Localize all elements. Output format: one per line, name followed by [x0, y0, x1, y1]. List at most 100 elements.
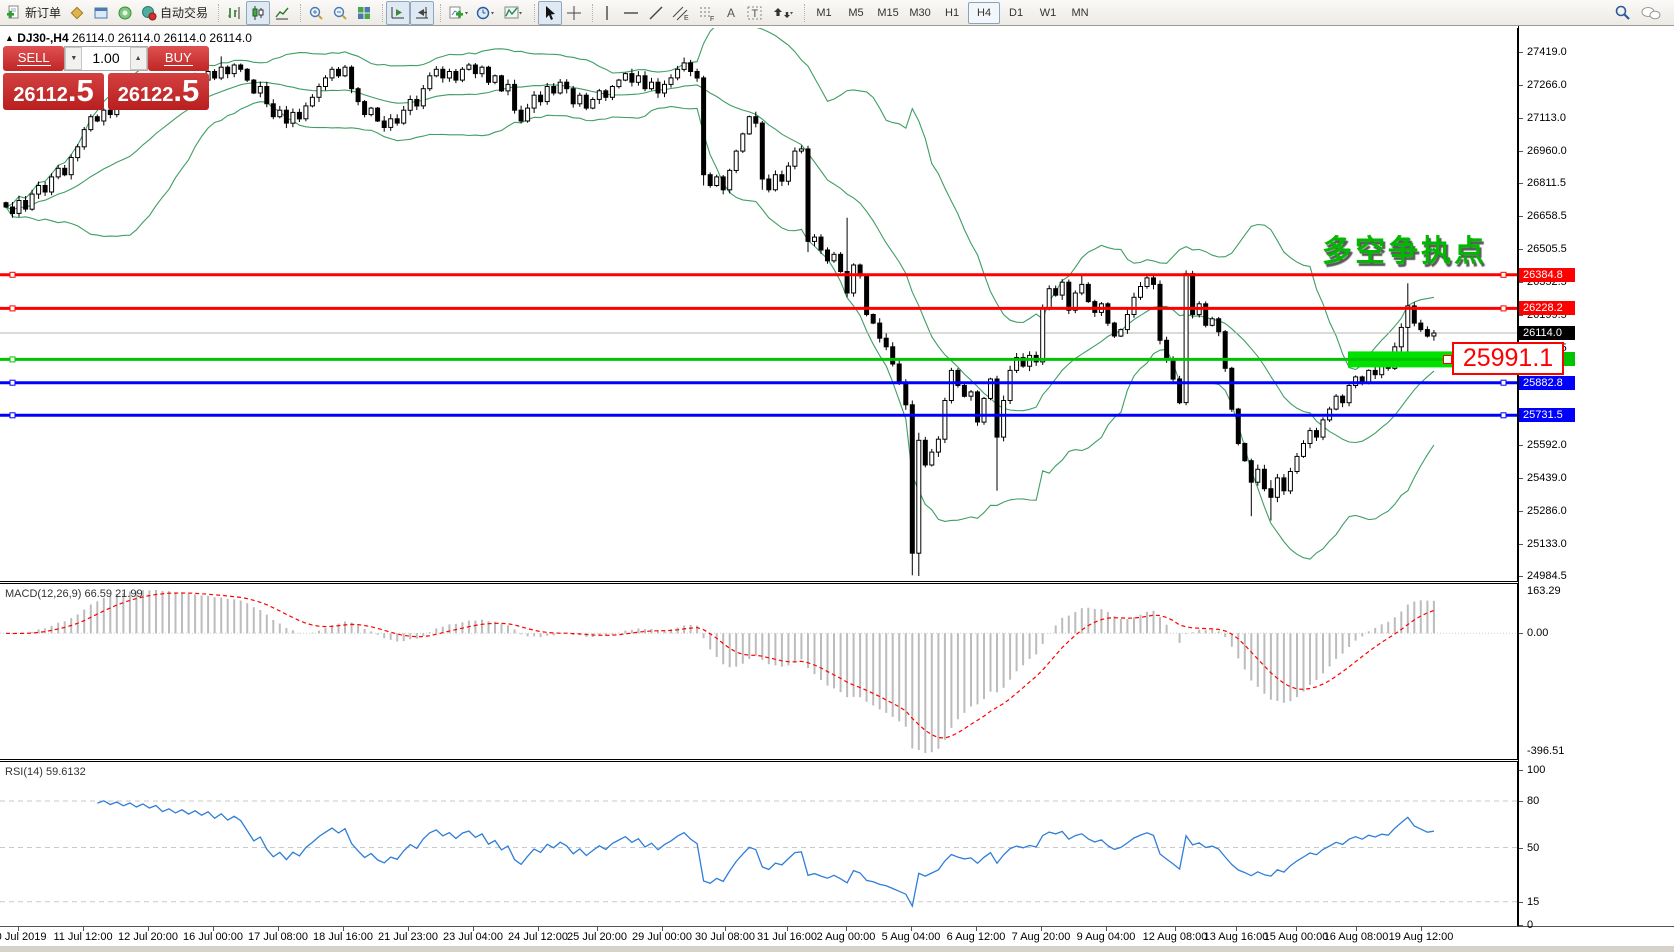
- timeframe-M1[interactable]: M1: [816, 6, 832, 19]
- time-axis[interactable]: 10 Jul 2019 11 Jul 12:00 12 Jul 20:00 16 Ju…: [0, 926, 1674, 946]
- timeframe-M5[interactable]: M5: [848, 6, 864, 19]
- chat-button[interactable]: [1636, 1, 1666, 25]
- horizontal-line-button[interactable]: [618, 1, 644, 25]
- line-chart-button[interactable]: [270, 1, 294, 25]
- price-tick-dash: [1519, 282, 1523, 283]
- pane-separator[interactable]: [0, 759, 1518, 762]
- time-label: 23 Jul 04:00: [443, 931, 503, 943]
- price-tick-dash: [1519, 216, 1523, 217]
- main-chart-pane[interactable]: [0, 28, 1518, 581]
- price-tick-dash: [1519, 544, 1523, 545]
- timeframe-M30[interactable]: M30: [909, 6, 931, 19]
- profiles-button[interactable]: [65, 1, 89, 25]
- text-label-icon: T: [747, 6, 762, 20]
- vertical-line-icon: [606, 5, 608, 20]
- clock-icon: [476, 6, 495, 19]
- timeframe-M15[interactable]: M15: [877, 6, 899, 19]
- arrows-button[interactable]: [768, 1, 798, 25]
- hline-handle[interactable]: [1500, 379, 1507, 386]
- chat-icon: [1641, 6, 1661, 19]
- volume-value[interactable]: 1.00: [92, 50, 120, 66]
- ohlc-readout: 26114.0 26114.0 26114.0 26114.0: [71, 31, 252, 45]
- hline-handle[interactable]: [1500, 305, 1507, 312]
- time-label: 16 Jul 00:00: [183, 931, 243, 943]
- macd-axis-min: -396.51: [1527, 745, 1565, 757]
- new-chart-button[interactable]: [444, 1, 472, 25]
- volume-increase-button[interactable]: ▲: [129, 47, 147, 70]
- zoom-out-button[interactable]: [328, 1, 352, 25]
- volume-decrease-button[interactable]: ▼: [65, 47, 83, 70]
- chart-title[interactable]: ▲ DJ30-,H4 26114.0 26114.0 26114.0 26114…: [5, 31, 252, 45]
- text-label-button[interactable]: T: [742, 1, 768, 25]
- sell-price[interactable]: 26112.5: [3, 73, 104, 110]
- time-label: 31 Jul 16:00: [757, 931, 817, 943]
- periods-button[interactable]: [472, 1, 500, 25]
- timeframe-D1[interactable]: D1: [1009, 6, 1024, 19]
- price-tick-label: 25439.0: [1527, 472, 1567, 484]
- svg-text:T: T: [752, 8, 759, 20]
- rsi-axis-dash: [1519, 848, 1523, 849]
- buy-button[interactable]: BUY: [147, 46, 209, 71]
- macd-pane[interactable]: [0, 584, 1518, 759]
- bar-chart-button[interactable]: [222, 1, 246, 25]
- hline-handle[interactable]: [9, 379, 16, 386]
- time-label: 29 Jul 00:00: [632, 931, 692, 943]
- timeframe-MN[interactable]: MN: [1071, 6, 1089, 19]
- search-button[interactable]: [1610, 1, 1636, 25]
- hline-handle[interactable]: [1500, 271, 1507, 278]
- vertical-line-button[interactable]: [596, 1, 618, 25]
- crosshair-button[interactable]: [562, 1, 586, 25]
- price-callout-label[interactable]: 25991.1: [1452, 342, 1564, 375]
- sell-button[interactable]: SELL: [3, 46, 65, 71]
- toolbar-separator: [377, 3, 384, 22]
- cursor-button[interactable]: [538, 0, 563, 25]
- auto-scroll-button[interactable]: [386, 0, 411, 25]
- window-bottom-strip: [0, 946, 1674, 952]
- crosshair-icon: [567, 5, 582, 20]
- price-axis[interactable]: 27419.0 27266.0 27113.0 26960.0 26811.5 26658…: [1518, 26, 1674, 931]
- chart-shift-button[interactable]: [410, 0, 435, 25]
- price-tick-label: 27113.0: [1527, 112, 1566, 124]
- hline-handle[interactable]: [9, 271, 16, 278]
- indicators-button[interactable]: [500, 1, 528, 25]
- time-label: 12 Jul 20:00: [118, 931, 178, 943]
- new-order-button[interactable]: 新订单: [2, 1, 65, 25]
- timeframe-W1[interactable]: W1: [1039, 6, 1057, 19]
- buy-price[interactable]: 26122.5: [108, 73, 209, 110]
- time-label: 17 Jul 08:00: [248, 931, 308, 943]
- fibonacci-button[interactable]: F: [694, 1, 720, 25]
- line-chart-icon: [275, 7, 289, 19]
- macd-signal-line: [5, 592, 1435, 739]
- chart-annotation-text[interactable]: 多空争执点: [1322, 235, 1487, 268]
- time-label: 25 Jul 20:00: [567, 931, 627, 943]
- autotrade-button[interactable]: 自动交易: [137, 1, 212, 25]
- rsi-pane[interactable]: [0, 762, 1518, 926]
- zoom-in-button[interactable]: [304, 1, 328, 25]
- hline-handle[interactable]: [9, 412, 16, 419]
- data-window-button[interactable]: [113, 1, 137, 25]
- toolbar-separator: [587, 3, 594, 22]
- candlestick-series: [3, 56, 1437, 576]
- time-tick: [1041, 927, 1042, 931]
- candlestick-chart-button[interactable]: [246, 0, 271, 25]
- price-tick-label: 27266.0: [1527, 79, 1567, 91]
- price-tick-label: 26505.5: [1527, 243, 1567, 255]
- equidistant-channel-button[interactable]: E: [668, 1, 694, 25]
- text-button[interactable]: A: [720, 1, 742, 25]
- rsi-axis-dash: [1519, 770, 1523, 771]
- hline-handle[interactable]: [9, 305, 16, 312]
- pane-separator[interactable]: [0, 581, 1518, 584]
- tile-windows-button[interactable]: [352, 1, 376, 25]
- trendline-button[interactable]: [644, 1, 668, 25]
- price-tick-dash: [1519, 576, 1523, 577]
- new-order-label: 新订单: [25, 6, 62, 20]
- search-icon: [1615, 5, 1630, 20]
- hline-handle[interactable]: [1500, 412, 1507, 419]
- price-tick-dash: [1519, 445, 1523, 446]
- timeframe-H4[interactable]: H4: [968, 1, 1001, 24]
- market-watch-button[interactable]: [89, 1, 113, 25]
- time-tick: [343, 927, 344, 931]
- timeframe-H1[interactable]: H1: [945, 6, 960, 19]
- hline-handle[interactable]: [9, 356, 16, 363]
- callout-handle[interactable]: [1443, 355, 1452, 364]
